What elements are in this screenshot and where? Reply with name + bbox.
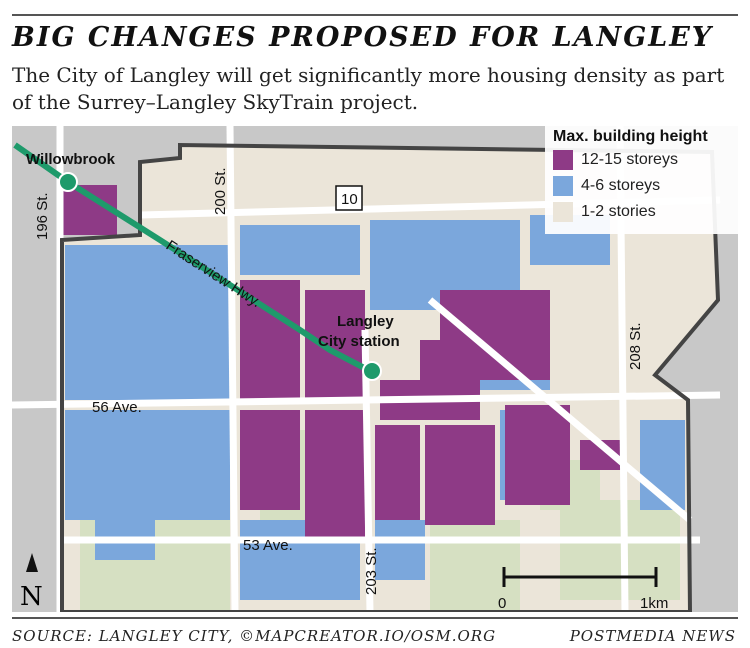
scale-end: 1km bbox=[640, 595, 668, 612]
street-label: 208 St. bbox=[627, 322, 644, 370]
zone-block bbox=[420, 340, 460, 390]
legend-item: 12-15 storeys bbox=[553, 150, 738, 170]
headline: BIG CHANGES PROPOSED FOR LANGLEY bbox=[12, 22, 714, 53]
zone-block bbox=[65, 410, 230, 520]
zone-block bbox=[375, 425, 420, 520]
subheadline: The City of Langley will get significant… bbox=[12, 63, 725, 114]
skytrain-line bbox=[13, 142, 374, 375]
station-label: Langley bbox=[337, 313, 394, 330]
street-label: 196 St. bbox=[34, 192, 51, 240]
street-label: 200 St. bbox=[212, 167, 229, 215]
station-icon bbox=[362, 361, 382, 381]
zone-block bbox=[505, 405, 570, 505]
legend-label: 12-15 storeys bbox=[581, 151, 678, 168]
street-label: 56 Ave. bbox=[92, 399, 142, 416]
legend-item: 4-6 storeys bbox=[553, 176, 738, 196]
zone-block bbox=[425, 425, 495, 525]
street-label: 53 Ave. bbox=[243, 537, 293, 554]
zone-block bbox=[240, 410, 300, 510]
zone-block bbox=[305, 290, 365, 400]
legend-title: Max. building height bbox=[553, 128, 708, 145]
publisher-credit: POSTMEDIA NEWS bbox=[569, 627, 736, 645]
top-rule bbox=[12, 14, 738, 16]
street-label: 203 St. bbox=[363, 547, 380, 595]
zone-block bbox=[305, 410, 365, 540]
station-label: City station bbox=[318, 333, 400, 350]
legend: Max. building height 12-15 storeys 4-6 s… bbox=[545, 126, 738, 234]
station-icon bbox=[58, 172, 78, 192]
north-label: N bbox=[20, 582, 43, 612]
source-credit: SOURCE: LANGLEY CITY, ©MAPCREATOR.IO/OSM… bbox=[12, 627, 497, 645]
north-arrow-icon bbox=[26, 553, 38, 572]
legend-swatch bbox=[553, 150, 573, 170]
zone-block bbox=[240, 225, 360, 275]
legend-swatch bbox=[553, 176, 573, 196]
legend-label: 1-2 stories bbox=[581, 203, 656, 220]
zone-block bbox=[375, 520, 425, 580]
bottom-rule bbox=[12, 617, 738, 619]
legend-item: 1-2 stories bbox=[553, 202, 738, 222]
highway-shield-icon bbox=[335, 185, 363, 211]
city-boundary bbox=[60, 142, 721, 612]
station-label: Willowbrook bbox=[26, 151, 116, 168]
scale-start: 0 bbox=[498, 595, 506, 612]
legend-label: 4-6 storeys bbox=[581, 177, 661, 194]
zone-12-15-storeys bbox=[62, 185, 625, 540]
legend-swatch bbox=[553, 202, 573, 222]
scale-bar bbox=[502, 567, 658, 587]
highway-number: 10 bbox=[341, 191, 358, 208]
